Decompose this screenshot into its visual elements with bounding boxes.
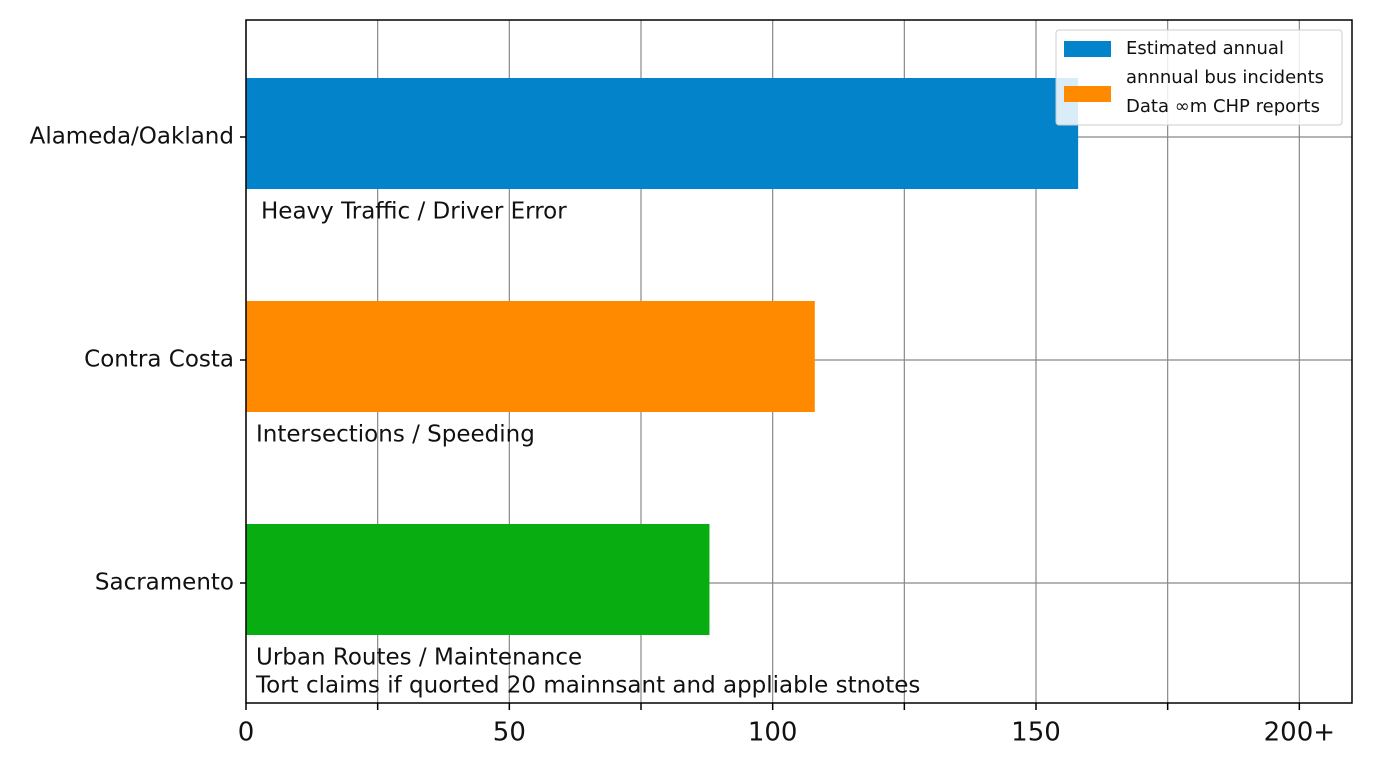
x-tick-label: 0 bbox=[238, 718, 255, 748]
legend-swatch bbox=[1064, 41, 1111, 57]
legend-label: Estimated annual bbox=[1126, 38, 1284, 59]
annotation: Tort claims if quorted 20 mainnsant and … bbox=[255, 673, 920, 699]
x-tick-label: 100 bbox=[748, 718, 798, 748]
annotation: Intersections / Speeding bbox=[256, 422, 535, 448]
y-tick-label: Contra Costa bbox=[84, 347, 234, 373]
bar bbox=[246, 78, 1079, 189]
annotation: Urban Routes / Maintenance bbox=[256, 645, 582, 671]
bar bbox=[246, 301, 815, 412]
y-tick-label: Sacramento bbox=[95, 570, 234, 596]
legend-swatch bbox=[1064, 86, 1111, 102]
y-tick-label: Alameda/Oakland bbox=[30, 124, 234, 150]
legend-label: annnual bus incidents bbox=[1126, 67, 1324, 88]
annotation: Heavy Traffic / Driver Error bbox=[261, 199, 567, 225]
legend-box bbox=[1055, 29, 1343, 126]
plot-frame bbox=[245, 19, 1353, 704]
x-tick-label: 150 bbox=[1011, 718, 1061, 748]
x-tick-label: 200+ bbox=[1264, 718, 1335, 748]
bar bbox=[246, 524, 710, 635]
x-tick-label: 50 bbox=[493, 718, 526, 748]
legend-label: Data ∞m CHP reports bbox=[1126, 96, 1320, 117]
